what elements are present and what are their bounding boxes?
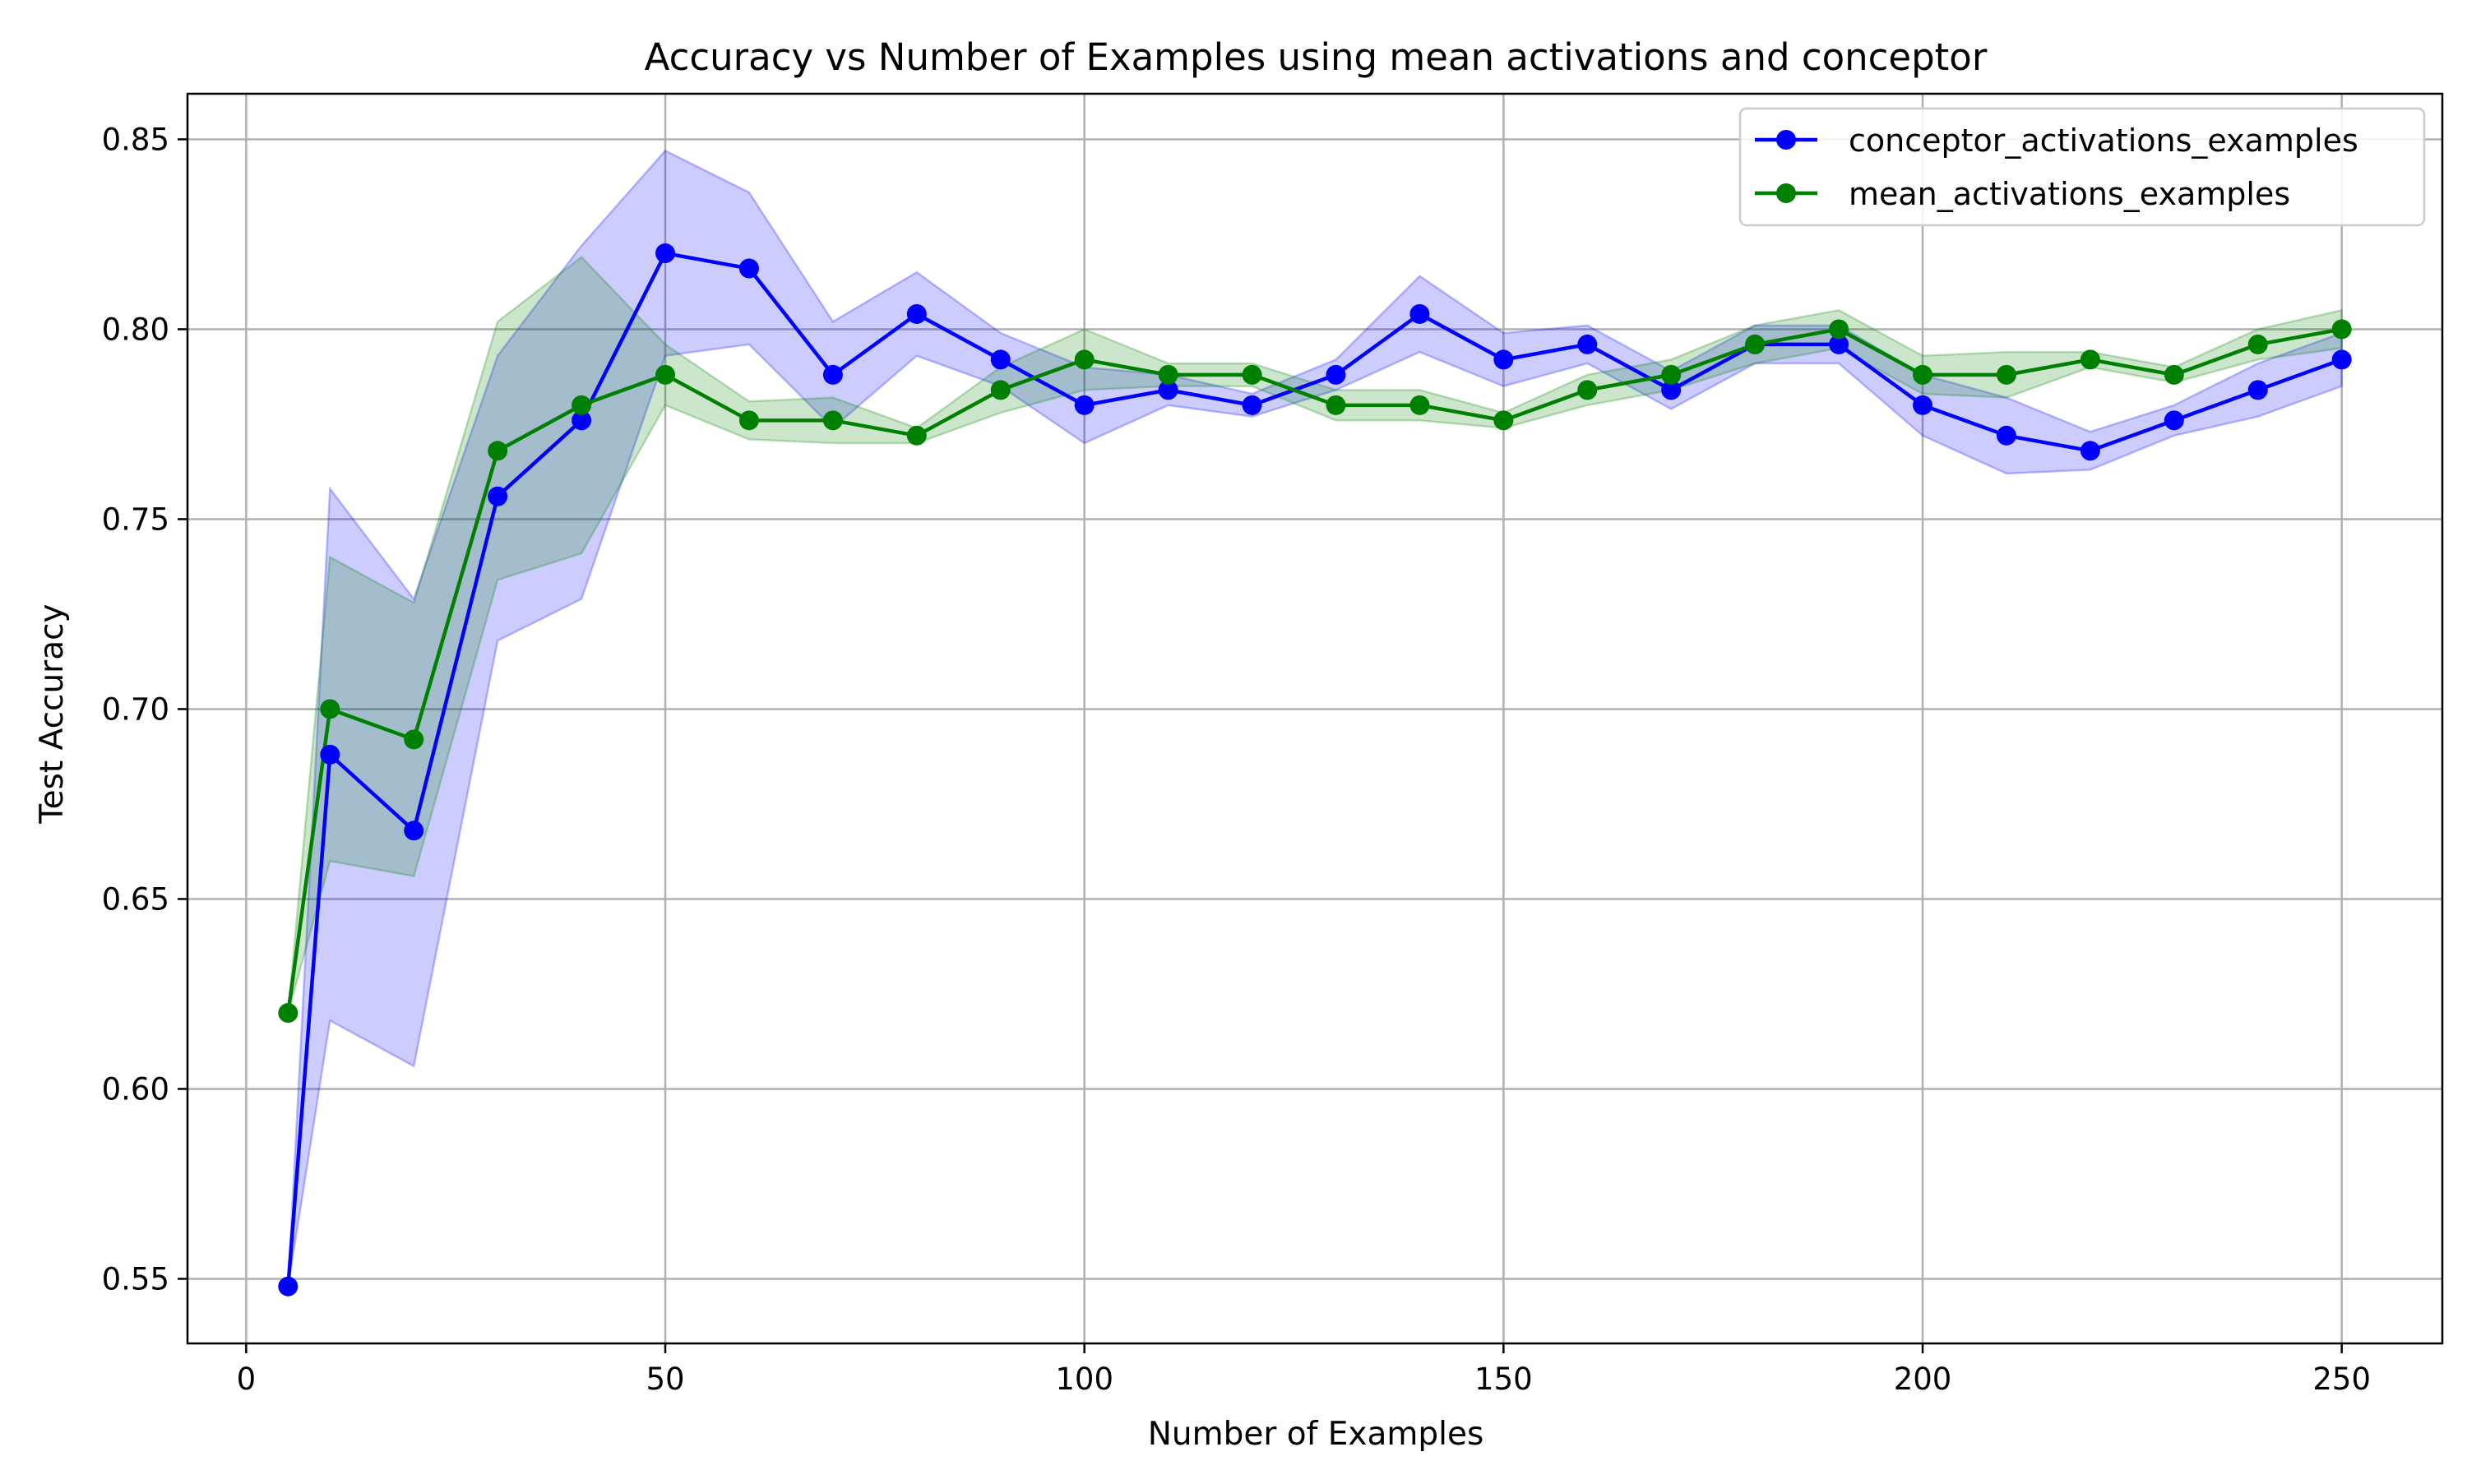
y-axis-label: Test Accuracy (34, 603, 71, 824)
mean-activations-examples-point (1074, 349, 1095, 370)
y-tick-label: 0.55 (102, 1261, 169, 1297)
grid (187, 94, 2442, 1343)
conceptor-activations-examples-legend-label: conceptor_activations_examples (1849, 123, 2358, 159)
x-tick-label: 0 (237, 1361, 257, 1397)
mean-activations-examples-point (1242, 364, 1262, 385)
legend: conceptor_activations_examples mean_activ… (1738, 107, 2426, 227)
mean-activations-examples-point (822, 410, 843, 431)
plot-frame (186, 92, 2444, 1345)
mean-activations-examples-point (1409, 395, 1430, 415)
series-lines (286, 251, 2343, 1287)
y-tick-label: 0.65 (102, 881, 169, 917)
conceptor-activations-examples-point (1242, 395, 1262, 415)
conceptor-activations-examples-point (822, 364, 843, 385)
conceptor-activations-examples-point (655, 243, 676, 264)
conceptor-activations-examples-point (2247, 380, 2268, 400)
x-axis-label: Number of Examples (1148, 1416, 1484, 1453)
axis-ticks: 0 50 100 150 200 250 0.55 0.60 0.65 0.70 0.75 0.80 0… (102, 122, 2371, 1397)
conceptor-activations-examples-point (1829, 334, 1849, 354)
conceptor-activations-examples-point (1326, 364, 1346, 385)
mean-activations-examples-point (1996, 364, 2016, 385)
x-tick-label: 100 (1055, 1361, 1113, 1397)
mean-activations-examples-point (1913, 364, 1933, 385)
conceptor-activations-examples-point (320, 744, 340, 765)
conceptor-activations-examples-point (1493, 349, 1514, 370)
conceptor-activations-examples-point (2080, 441, 2100, 461)
conceptor-activations-examples-point (1577, 334, 1598, 354)
conceptor-activations-examples-point (1913, 395, 1933, 415)
mean-activations-examples-point (404, 729, 424, 750)
conceptor-activations-examples-point (572, 410, 592, 431)
y-tick-label: 0.60 (102, 1071, 169, 1107)
mean-activations-examples-point (990, 380, 1011, 400)
x-tick-label: 150 (1474, 1361, 1533, 1397)
mean-activations-examples-point (738, 410, 759, 431)
conceptor-activations-examples-point (1409, 303, 1430, 324)
y-tick-label: 0.80 (102, 312, 169, 347)
mean-activations-examples-point (488, 441, 508, 461)
mean-activations-examples-point (1745, 334, 1766, 354)
mean-activations-examples-point (2080, 349, 2100, 370)
mean-activations-examples-legend-marker (1776, 183, 1796, 203)
mean-activations-examples-point (1493, 410, 1514, 431)
conceptor-activations-examples-point (2331, 349, 2352, 370)
mean-activations-examples-point (2164, 364, 2184, 385)
legend-box (1738, 107, 2426, 227)
conceptor-activations-examples-point (278, 1276, 299, 1297)
x-tick-label: 200 (1894, 1361, 1952, 1397)
conceptor-activations-examples-point (1158, 380, 1178, 400)
mean-activations-examples-point (320, 699, 340, 719)
mean-activations-examples-point (572, 395, 592, 415)
conceptor-activations-examples-point (1661, 380, 1682, 400)
series-points (278, 243, 2352, 1297)
mean-activations-examples-point (2331, 319, 2352, 340)
mean-activations-examples-line (286, 327, 2343, 1014)
conceptor-activations-examples-point (738, 258, 759, 279)
mean-activations-examples-point (1577, 380, 1598, 400)
conceptor-activations-examples-point (1996, 425, 2016, 446)
conceptor-activations-examples-point (404, 821, 424, 841)
conceptor-activations-examples-legend-marker (1776, 130, 1796, 150)
x-tick-label: 50 (646, 1361, 684, 1397)
mean-activations-examples-point (655, 364, 676, 385)
x-tick-label: 250 (2312, 1361, 2371, 1397)
mean-activations-examples-point (1158, 364, 1178, 385)
conceptor-activations-examples-point (906, 303, 927, 324)
mean-activations-examples-point (906, 425, 927, 446)
conceptor-activations-examples-point (990, 349, 1011, 370)
conceptor-activations-examples-point (488, 486, 508, 506)
conceptor-activations-examples-point (1074, 395, 1095, 415)
mean-activations-examples-point (278, 1003, 299, 1024)
conceptor-activations-examples-point (2164, 410, 2184, 431)
chart-title: Accuracy vs Number of Examples using mea… (645, 35, 1988, 79)
y-tick-label: 0.75 (102, 502, 169, 537)
mean-activations-examples-point (1326, 395, 1346, 415)
y-tick-label: 0.70 (102, 691, 169, 727)
y-tick-label: 0.85 (102, 122, 169, 157)
mean-activations-examples-legend-label: mean_activations_examples (1849, 176, 2290, 212)
mean-activations-examples-point (2247, 334, 2268, 354)
mean-activations-examples-point (1661, 364, 1682, 385)
mean-activations-examples-point (1829, 319, 1849, 340)
